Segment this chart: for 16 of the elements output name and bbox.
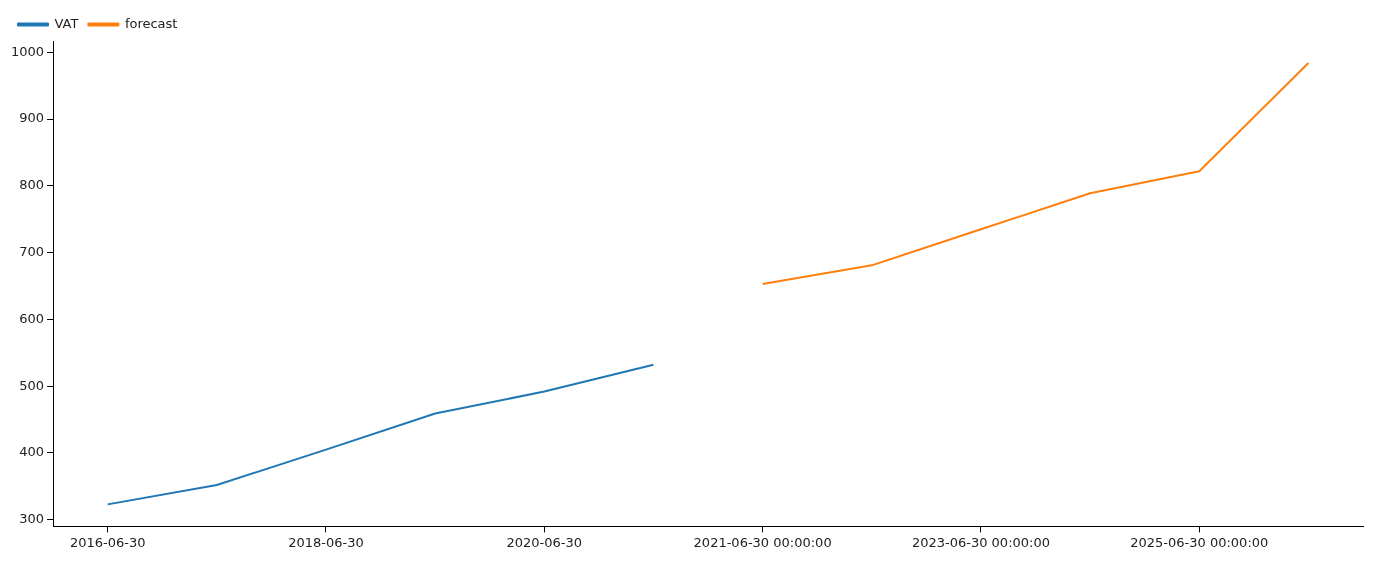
x-tick-label: 2016-06-30 <box>69 534 146 550</box>
x-tick-label: 2025-06-30 00:00:00 <box>1130 534 1269 550</box>
legend-label: forecast <box>124 15 178 31</box>
x-tick-label: 2021-06-30 00:00:00 <box>693 534 832 550</box>
x-tick-label: 2023-06-30 00:00:00 <box>911 534 1050 550</box>
x-tick-label: 2018-06-30 <box>288 534 364 550</box>
y-tick-label: 1000 <box>10 43 45 59</box>
y-tick-label: 700 <box>19 244 45 260</box>
y-tick-label: 300 <box>19 511 45 527</box>
y-tick-label: 600 <box>19 310 45 326</box>
x-tick-label: 2020-06-30 <box>506 534 583 550</box>
legend-label: VAT <box>54 15 79 31</box>
y-tick-label: 400 <box>19 444 45 460</box>
y-tick-label: 800 <box>19 177 45 193</box>
y-tick-label: 500 <box>19 377 45 393</box>
y-tick-label: 900 <box>19 110 45 126</box>
